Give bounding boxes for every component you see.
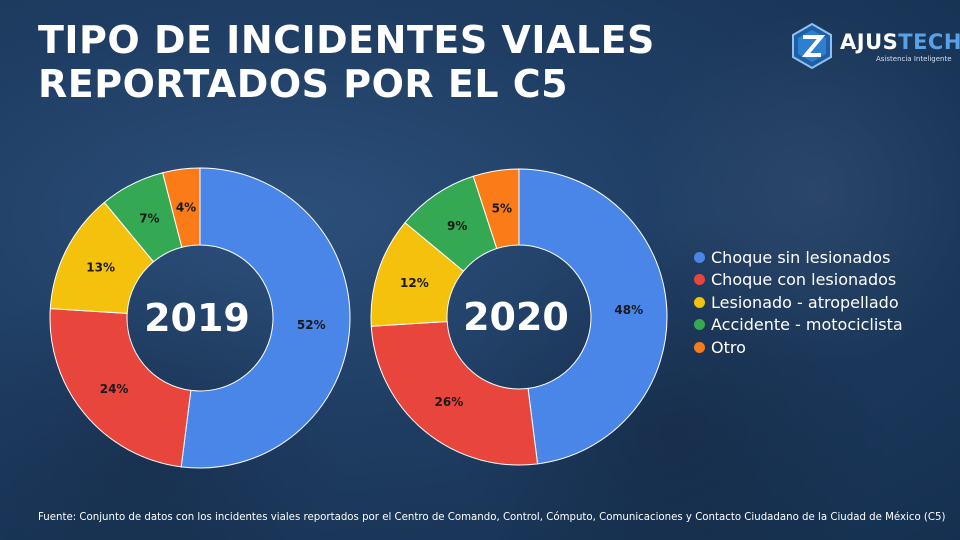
slice-otro [472, 168, 520, 250]
legend-item: Choque sin lesionados [694, 246, 903, 269]
slice-choque-sin-lesionados [180, 167, 351, 469]
legend-dot [694, 341, 705, 353]
donut-center-label: 2019 [144, 296, 250, 340]
logo-name-part2: TECH [898, 30, 960, 54]
legend-dot [694, 296, 705, 308]
donut-chart-2020: 48% 26% 12% 9% 5% 2020 [370, 168, 668, 466]
slice-label: 9% [447, 219, 467, 233]
legend-label: Choque con lesionados [711, 270, 897, 290]
slice-choque-sin-lesionados [518, 168, 668, 465]
legend-item: Accidente - motociclista [694, 314, 903, 337]
legend-label: Choque sin lesionados [711, 247, 891, 267]
slice-label: 24% [100, 382, 129, 396]
title-line-2: REPORTADOS POR EL C5 [38, 62, 569, 106]
slice-otro [162, 167, 201, 248]
logo-name-part1: AJUS [840, 30, 899, 54]
page-title: TIPO DE INCIDENTES VIALES REPORTADOS POR… [38, 18, 655, 106]
legend-dot [694, 319, 705, 331]
legend-item: Lesionado - atropellado [694, 291, 903, 314]
legend-label: Lesionado - atropellado [711, 292, 899, 312]
legend-label: Otro [711, 337, 746, 357]
title-line-1: TIPO DE INCIDENTES VIALES [38, 18, 655, 62]
donut-chart-2019: 52% 24% 13% 7% 4% 2019 [49, 167, 351, 469]
slice-label: 48% [614, 303, 643, 317]
donut-center-label: 2020 [463, 295, 569, 339]
slice-choque-con-lesionados [370, 320, 539, 466]
source-note: Fuente: Conjunto de datos con los incide… [38, 512, 946, 523]
slice-label: 13% [86, 260, 115, 274]
hexagon-z-icon [792, 22, 832, 70]
logo-name: AJUSTECH [840, 30, 960, 54]
slice-choque-con-lesionados [49, 308, 192, 468]
slice-label: 4% [176, 200, 196, 214]
legend-label: Accidente - motociclista [711, 315, 903, 335]
slice-label: 7% [139, 212, 159, 226]
slice-label: 26% [435, 395, 464, 409]
legend-item: Otro [694, 336, 903, 359]
slice-label: 52% [297, 318, 326, 332]
legend-item: Choque con lesionados [694, 269, 903, 292]
slice-label: 12% [400, 276, 429, 290]
slice-label: 5% [492, 201, 512, 215]
chart-legend: Choque sin lesionados Choque con lesiona… [694, 246, 903, 359]
logo-tagline: Asistencia Inteligente [876, 55, 952, 63]
legend-dot [694, 274, 705, 286]
ajustech-logo: AJUSTECH Asistencia Inteligente [790, 22, 960, 72]
legend-dot [694, 251, 705, 263]
